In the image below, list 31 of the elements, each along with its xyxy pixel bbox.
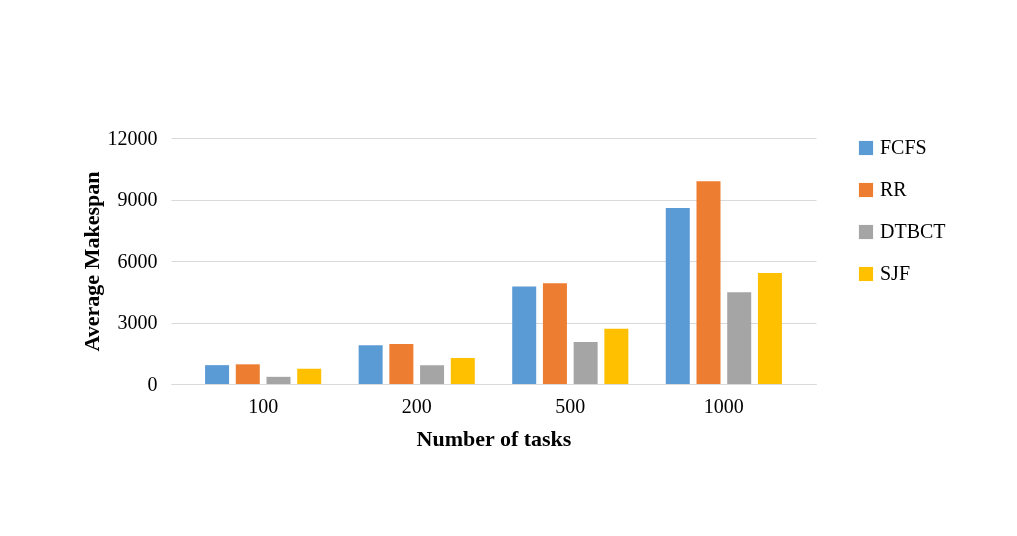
- legend-label: DTBCT: [880, 220, 946, 242]
- x-axis-title: Number of tasks: [416, 425, 572, 451]
- bar: [266, 376, 291, 384]
- legend-label: RR: [880, 178, 908, 200]
- legend-label: SJF: [880, 262, 911, 284]
- x-tick-label: 100: [248, 394, 279, 417]
- y-tick-label: 3000: [117, 311, 158, 333]
- bar: [696, 181, 721, 384]
- bar: [235, 364, 260, 384]
- bar: [573, 341, 598, 384]
- x-tick-label: 500: [555, 394, 586, 417]
- bar: [389, 344, 414, 384]
- bar: [604, 328, 629, 384]
- bar: [542, 283, 567, 384]
- bar: [512, 286, 537, 384]
- bar: [727, 292, 752, 384]
- y-tick-label: 9000: [117, 188, 158, 210]
- legend-label: FCFS: [880, 136, 927, 158]
- y-tick-label: 6000: [117, 249, 158, 272]
- bar: [205, 365, 230, 384]
- bar: [358, 345, 383, 384]
- x-tick-label: 200: [401, 394, 432, 417]
- bar: [450, 357, 475, 384]
- bar: [665, 207, 690, 384]
- bar: [297, 368, 322, 384]
- y-axis-title: Average Makespan: [78, 171, 104, 352]
- x-tick-label: 1000: [703, 394, 744, 417]
- y-tick-label: 0: [147, 372, 158, 395]
- bar: [420, 365, 445, 384]
- y-tick-label: 12000: [107, 126, 158, 149]
- bar: [757, 272, 782, 384]
